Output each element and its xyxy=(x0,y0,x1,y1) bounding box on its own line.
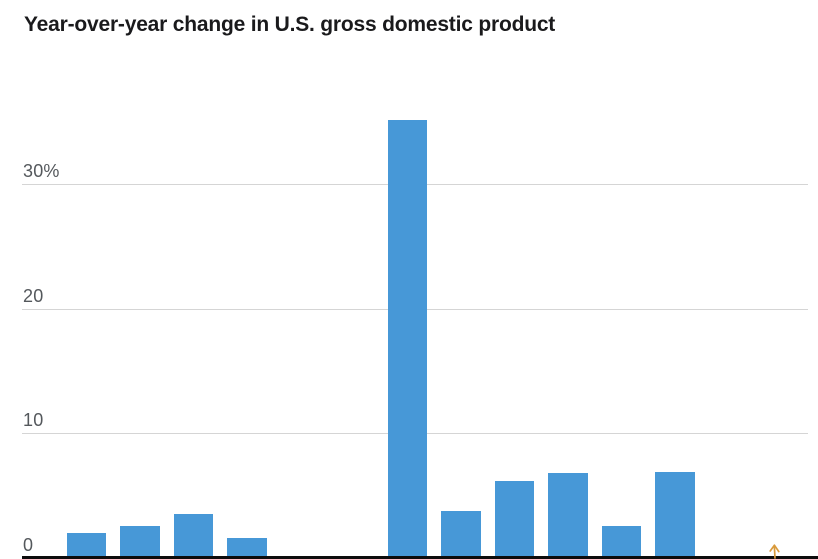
gdp-bar xyxy=(227,538,267,558)
gdp-bar xyxy=(494,480,534,558)
gdp-bar xyxy=(601,525,641,558)
y-tick-label: 0 xyxy=(23,535,34,555)
y-tick-label: 30% xyxy=(23,160,60,181)
y-tick-label: 20 xyxy=(23,285,44,306)
gdp-bar xyxy=(66,533,106,558)
gdp-bar xyxy=(173,514,213,558)
gdp-bar xyxy=(548,473,588,558)
y-tick-label: 10 xyxy=(23,410,44,431)
x-axis-line xyxy=(22,556,818,559)
gdp-bar xyxy=(441,510,481,558)
gdp-bar xyxy=(655,471,695,558)
chart-title: Year-over-year change in U.S. gross dome… xyxy=(24,13,556,36)
gdp-bar xyxy=(120,525,160,558)
up-arrow-annotation-strokes xyxy=(769,544,780,559)
gdp-bar xyxy=(387,120,427,558)
up-arrow-annotation-icon xyxy=(769,544,780,559)
